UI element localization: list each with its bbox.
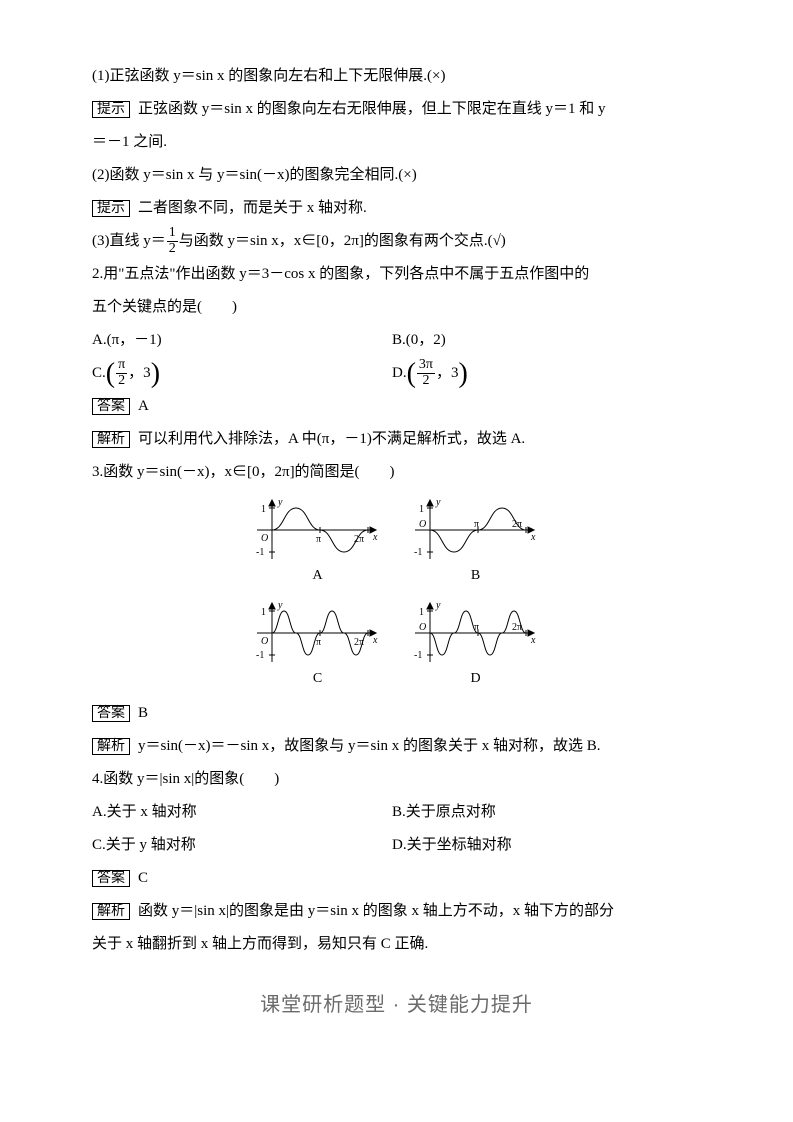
item3-b: 与函数 y＝sin x，x∈[0，2π]的图象有两个交点.(√) [179,233,506,249]
hint-label: 提示 [92,101,130,118]
q3-answer: 答案 B [92,697,701,730]
graph-label-D: D [412,664,540,695]
q4-optD: D.关于坐标轴对称 [392,829,701,862]
svg-text:x: x [372,635,378,646]
q2-optA: A.(π，－1) [92,324,392,357]
svg-text:-1: -1 [414,650,422,661]
explain-label: 解析 [92,431,130,448]
q2-stem-b: 五个关键点的是( ) [92,291,701,324]
q4-optB: B.关于原点对称 [392,796,701,829]
lparen-icon: ( [106,360,115,388]
lparen-icon: ( [407,360,416,388]
svg-text:y: y [277,600,283,611]
answer-label: 答案 [92,705,130,722]
svg-text:y: y [435,497,441,508]
rparen-icon: ) [151,360,160,388]
q2-answer: 答案 A [92,390,701,423]
explain-label: 解析 [92,738,130,755]
q2-optC: C.(π2，3) [92,357,392,390]
answer-label: 答案 [92,398,130,415]
section-title: 课堂研析题型 · 关键能力提升 [92,983,701,1027]
svg-text:π: π [474,622,479,633]
q3-explain: 解析 y＝sin(－x)＝－sin x，故图象与 y＝sin x 的图象关于 x … [92,730,701,763]
svg-text:O: O [419,622,426,633]
svg-text:π: π [316,534,321,545]
q1-hint2: 提示二者图象不同，而是关于 x 轴对称. [92,192,701,225]
graph-label-B: B [412,561,540,592]
q2-stem-a: 2.用"五点法"作出函数 y＝3－cos x 的图象，下列各点中不属于五点作图中… [92,258,701,291]
frac-pi-2: π2 [116,358,127,388]
graph-C: y x 1 -1 O π 2π C [254,598,382,695]
q2-options-row1: A.(π，－1) B.(0，2) [92,324,701,357]
q1-item2: (2)函数 y＝sin x 与 y＝sin(－x)的图象完全相同.(×) [92,159,701,192]
frac-1-2: 12 [167,226,178,256]
svg-text:1: 1 [419,504,424,515]
svg-text:2π: 2π [354,637,364,648]
svg-text:1: 1 [261,607,266,618]
q4-options-row1: A.关于 x 轴对称 B.关于原点对称 [92,796,701,829]
double-freq-neg-sine-icon: y x 1 -1 O π 2π [412,598,540,668]
svg-text:1: 1 [261,504,266,515]
hint-label: 提示 [92,200,130,217]
double-freq-sine-icon: y x 1 -1 O π 2π [254,598,382,668]
svg-text:O: O [419,519,426,530]
svg-text:2π: 2π [512,519,522,530]
svg-text:2π: 2π [354,534,364,545]
sine-graph-icon: y x 1 -1 O π 2π [254,495,382,565]
q1-item1: (1)正弦函数 y＝sin x 的图象向左右和上下无限伸展.(×) [92,60,701,93]
svg-text:x: x [530,532,536,543]
q4-explain: 解析函数 y＝|sin x|的图象是由 y＝sin x 的图象 x 轴上方不动，… [92,895,701,928]
item3-a: (3)直线 y＝ [92,233,166,249]
q3-ans-text: B [138,705,148,721]
q4-options-row2: C.关于 y 轴对称 D.关于坐标轴对称 [92,829,701,862]
graph-label-C: C [254,664,382,695]
svg-text:y: y [277,497,283,508]
explain-label: 解析 [92,903,130,920]
svg-text:O: O [261,533,268,544]
svg-text:O: O [261,636,268,647]
q3-graphs-row2: y x 1 -1 O π 2π C y [92,598,701,695]
rparen-icon: ) [459,360,468,388]
graph-A: y x 1 -1 O π 2π A [254,495,382,592]
q2-options-row2: C.(π2，3) D.(3π2，3) [92,357,701,390]
svg-text:y: y [435,600,441,611]
q3-stem: 3.函数 y＝sin(－x)，x∈[0，2π]的简图是( ) [92,456,701,489]
neg-sine-graph-icon: y x 1 -1 O π 2π [412,495,540,565]
frac-3pi-2: 3π2 [417,358,435,388]
q3-graphs-row1: y x 1 -1 O π 2π A y [92,495,701,592]
svg-text:π: π [474,519,479,530]
q4-exp-b: 关于 x 轴翻折到 x 轴上方而得到，易知只有 C 正确. [92,928,701,961]
q2-ans-text: A [138,398,149,414]
hint1-text-b: ＝－1 之间. [92,126,701,159]
hint2-text: 二者图象不同，而是关于 x 轴对称. [138,200,367,216]
q3-exp-text: y＝sin(－x)＝－sin x，故图象与 y＝sin x 的图象关于 x 轴对… [138,738,601,754]
q4-answer: 答案 C [92,862,701,895]
svg-text:x: x [530,635,536,646]
answer-label: 答案 [92,870,130,887]
q4-optC: C.关于 y 轴对称 [92,829,392,862]
hint1-text-a: 正弦函数 y＝sin x 的图象向左右无限伸展，但上下限定在直线 y＝1 和 y [138,101,606,117]
svg-text:1: 1 [419,607,424,618]
svg-text:2π: 2π [512,622,522,633]
q2-optD: D.(3π2，3) [392,357,701,390]
svg-text:x: x [372,532,378,543]
q4-ans-text: C [138,870,148,886]
q2-explain: 解析可以利用代入排除法，A 中(π，－1)不满足解析式，故选 A. [92,423,701,456]
svg-text:-1: -1 [256,547,264,558]
q1-hint1: 提示正弦函数 y＝sin x 的图象向左右无限伸展，但上下限定在直线 y＝1 和… [92,93,701,126]
q4-exp-a: 函数 y＝|sin x|的图象是由 y＝sin x 的图象 x 轴上方不动，x … [138,903,614,919]
q4-optA: A.关于 x 轴对称 [92,796,392,829]
q2-exp-text: 可以利用代入排除法，A 中(π，－1)不满足解析式，故选 A. [138,431,525,447]
graph-label-A: A [254,561,382,592]
graph-D: y x 1 -1 O π 2π D [412,598,540,695]
page: (1)正弦函数 y＝sin x 的图象向左右和上下无限伸展.(×) 提示正弦函数… [0,0,793,1122]
svg-text:-1: -1 [256,650,264,661]
svg-text:-1: -1 [414,547,422,558]
q1-item3: (3)直线 y＝12与函数 y＝sin x，x∈[0，2π]的图象有两个交点.(… [92,225,701,258]
svg-text:π: π [316,637,321,648]
q4-stem: 4.函数 y＝|sin x|的图象( ) [92,763,701,796]
q2-optB: B.(0，2) [392,324,701,357]
graph-B: y x 1 -1 O π 2π B [412,495,540,592]
